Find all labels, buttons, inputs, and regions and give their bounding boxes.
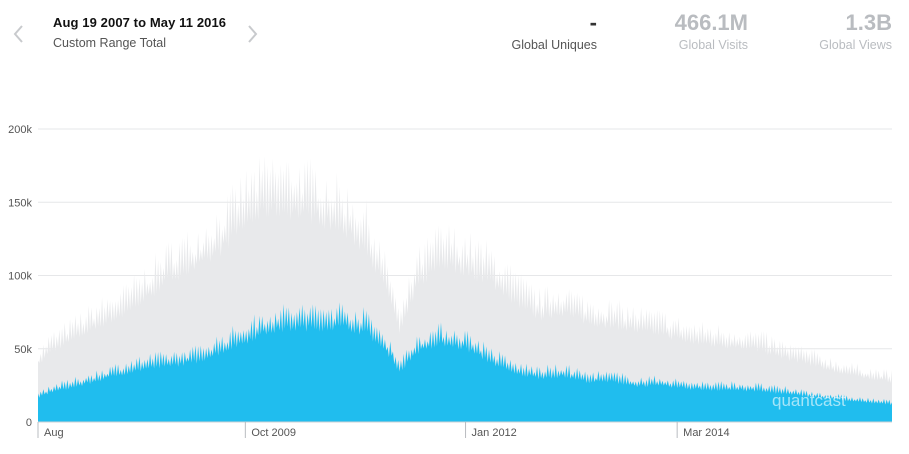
x-tick-label: Aug bbox=[44, 427, 64, 439]
next-range-chevron-icon[interactable] bbox=[245, 22, 259, 46]
area-series-visits[interactable] bbox=[38, 302, 892, 422]
range-label: Custom Range Total bbox=[53, 36, 167, 50]
previous-range-chevron-icon[interactable] bbox=[12, 22, 26, 46]
y-tick-label: 0 bbox=[26, 417, 32, 429]
y-tick-label: 100k bbox=[8, 271, 32, 283]
stat-global-views[interactable]: 1.3B Global Views bbox=[819, 10, 892, 54]
y-axis-labels: 0 50k 100k 150k 200k bbox=[8, 124, 32, 429]
date-range-title: Aug 19 2007 to May 11 2016 bbox=[53, 15, 227, 30]
stat-value: 466.1M bbox=[674, 10, 748, 35]
stat-global-uniques[interactable]: - Global Uniques bbox=[512, 10, 597, 54]
stat-value: 1.3B bbox=[845, 10, 892, 35]
stat-global-visits[interactable]: 466.1M Global Visits bbox=[675, 10, 748, 54]
chart-areas bbox=[38, 155, 892, 422]
stat-value: - bbox=[589, 10, 597, 35]
y-tick-label: 50k bbox=[14, 344, 32, 356]
stat-label: Global Uniques bbox=[511, 38, 597, 52]
y-tick-label: 150k bbox=[8, 197, 32, 209]
stat-label: Global Visits bbox=[678, 38, 748, 52]
x-axis: Aug Oct 2009 Jan 2012 Mar 2014 bbox=[37, 421, 892, 439]
quantcast-watermark: quantcast bbox=[772, 391, 846, 410]
x-tick-label: Jan 2012 bbox=[472, 427, 517, 439]
x-tick-label: Oct 2009 bbox=[251, 427, 296, 439]
y-tick-label: 200k bbox=[8, 124, 32, 136]
stat-label: Global Views bbox=[819, 38, 892, 52]
x-tick-label: Mar 2014 bbox=[683, 427, 729, 439]
